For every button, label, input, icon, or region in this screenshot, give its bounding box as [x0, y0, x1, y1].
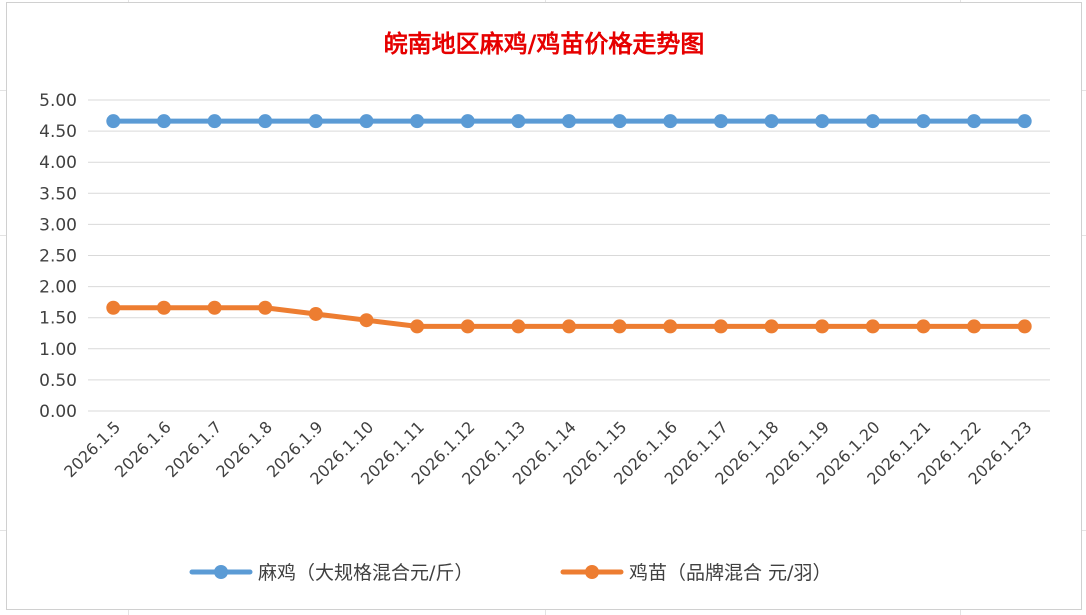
- legend-label-0: 麻鸡（大规格混合元/斤）: [258, 562, 473, 584]
- data-point-0: [156, 114, 171, 129]
- data-point-1: [612, 319, 627, 334]
- data-point-0: [106, 114, 121, 129]
- data-point-0: [410, 114, 425, 129]
- series-lines: [106, 114, 1032, 334]
- x-axis-ticks: 2026.1.52026.1.62026.1.72026.1.82026.1.9…: [60, 417, 1035, 488]
- line-chart: 皖南地区麻鸡/鸡苗价格走势图 0.00 0.50 1.00 1.50 2.00 2.50 3…: [39, 30, 1050, 584]
- data-point-1: [460, 319, 475, 334]
- legend-label-1: 鸡苗（品牌混合 元/羽）: [629, 562, 831, 584]
- y-tick-label: 2.50: [39, 247, 77, 267]
- data-point-0: [612, 114, 627, 129]
- data-point-1: [106, 300, 121, 315]
- data-point-1: [916, 319, 931, 334]
- data-point-0: [663, 114, 678, 129]
- data-point-0: [308, 114, 323, 129]
- legend: 麻鸡（大规格混合元/斤） 鸡苗（品牌混合 元/羽）: [189, 562, 831, 584]
- legend-marker-0: [214, 565, 228, 579]
- data-point-0: [865, 114, 880, 129]
- data-point-0: [1017, 114, 1032, 129]
- data-point-0: [562, 114, 576, 129]
- data-point-1: [764, 319, 779, 334]
- y-tick-label: 2.00: [39, 278, 77, 298]
- data-point-0: [713, 114, 728, 129]
- y-tick-label: 4.00: [39, 153, 77, 173]
- y-axis-ticks: 0.00 0.50 1.00 1.50 2.00 2.50 3.00 3.50 4.00 4.50…: [39, 91, 77, 422]
- data-point-1: [308, 306, 323, 321]
- data-point-1: [713, 319, 728, 334]
- data-point-1: [865, 319, 880, 334]
- data-point-0: [511, 114, 526, 129]
- data-point-0: [815, 114, 830, 129]
- data-point-1: [1017, 319, 1032, 334]
- y-tick-label: 0.00: [39, 402, 77, 422]
- data-point-0: [764, 114, 779, 129]
- data-point-0: [916, 114, 931, 129]
- data-point-1: [410, 319, 425, 334]
- y-tick-label: 4.50: [39, 122, 77, 142]
- data-point-0: [460, 114, 475, 129]
- y-tick-label: 3.50: [39, 184, 77, 204]
- data-point-1: [815, 319, 830, 334]
- data-point-1: [967, 319, 982, 334]
- y-tick-label: 0.50: [39, 371, 77, 391]
- data-point-1: [663, 319, 678, 334]
- data-point-1: [562, 319, 576, 334]
- data-point-1: [511, 319, 526, 334]
- chart-area[interactable]: 皖南地区麻鸡/鸡苗价格走势图 0.00 0.50 1.00 1.50 2.00 2.50 3…: [6, 2, 1082, 610]
- gridlines: [88, 99, 1050, 412]
- data-point-0: [967, 114, 982, 129]
- data-point-0: [207, 114, 222, 129]
- y-tick-label: 5.00: [39, 91, 77, 111]
- legend-marker-1: [585, 565, 599, 579]
- data-point-0: [359, 114, 374, 129]
- y-tick-label: 1.00: [39, 340, 77, 360]
- data-point-1: [207, 300, 222, 315]
- data-point-1: [258, 300, 273, 315]
- data-point-0: [258, 114, 273, 129]
- data-point-1: [359, 313, 374, 328]
- chart-title: 皖南地区麻鸡/鸡苗价格走势图: [384, 30, 705, 58]
- y-tick-label: 1.50: [39, 309, 77, 329]
- data-point-1: [156, 300, 171, 315]
- y-tick-label: 3.00: [39, 215, 77, 235]
